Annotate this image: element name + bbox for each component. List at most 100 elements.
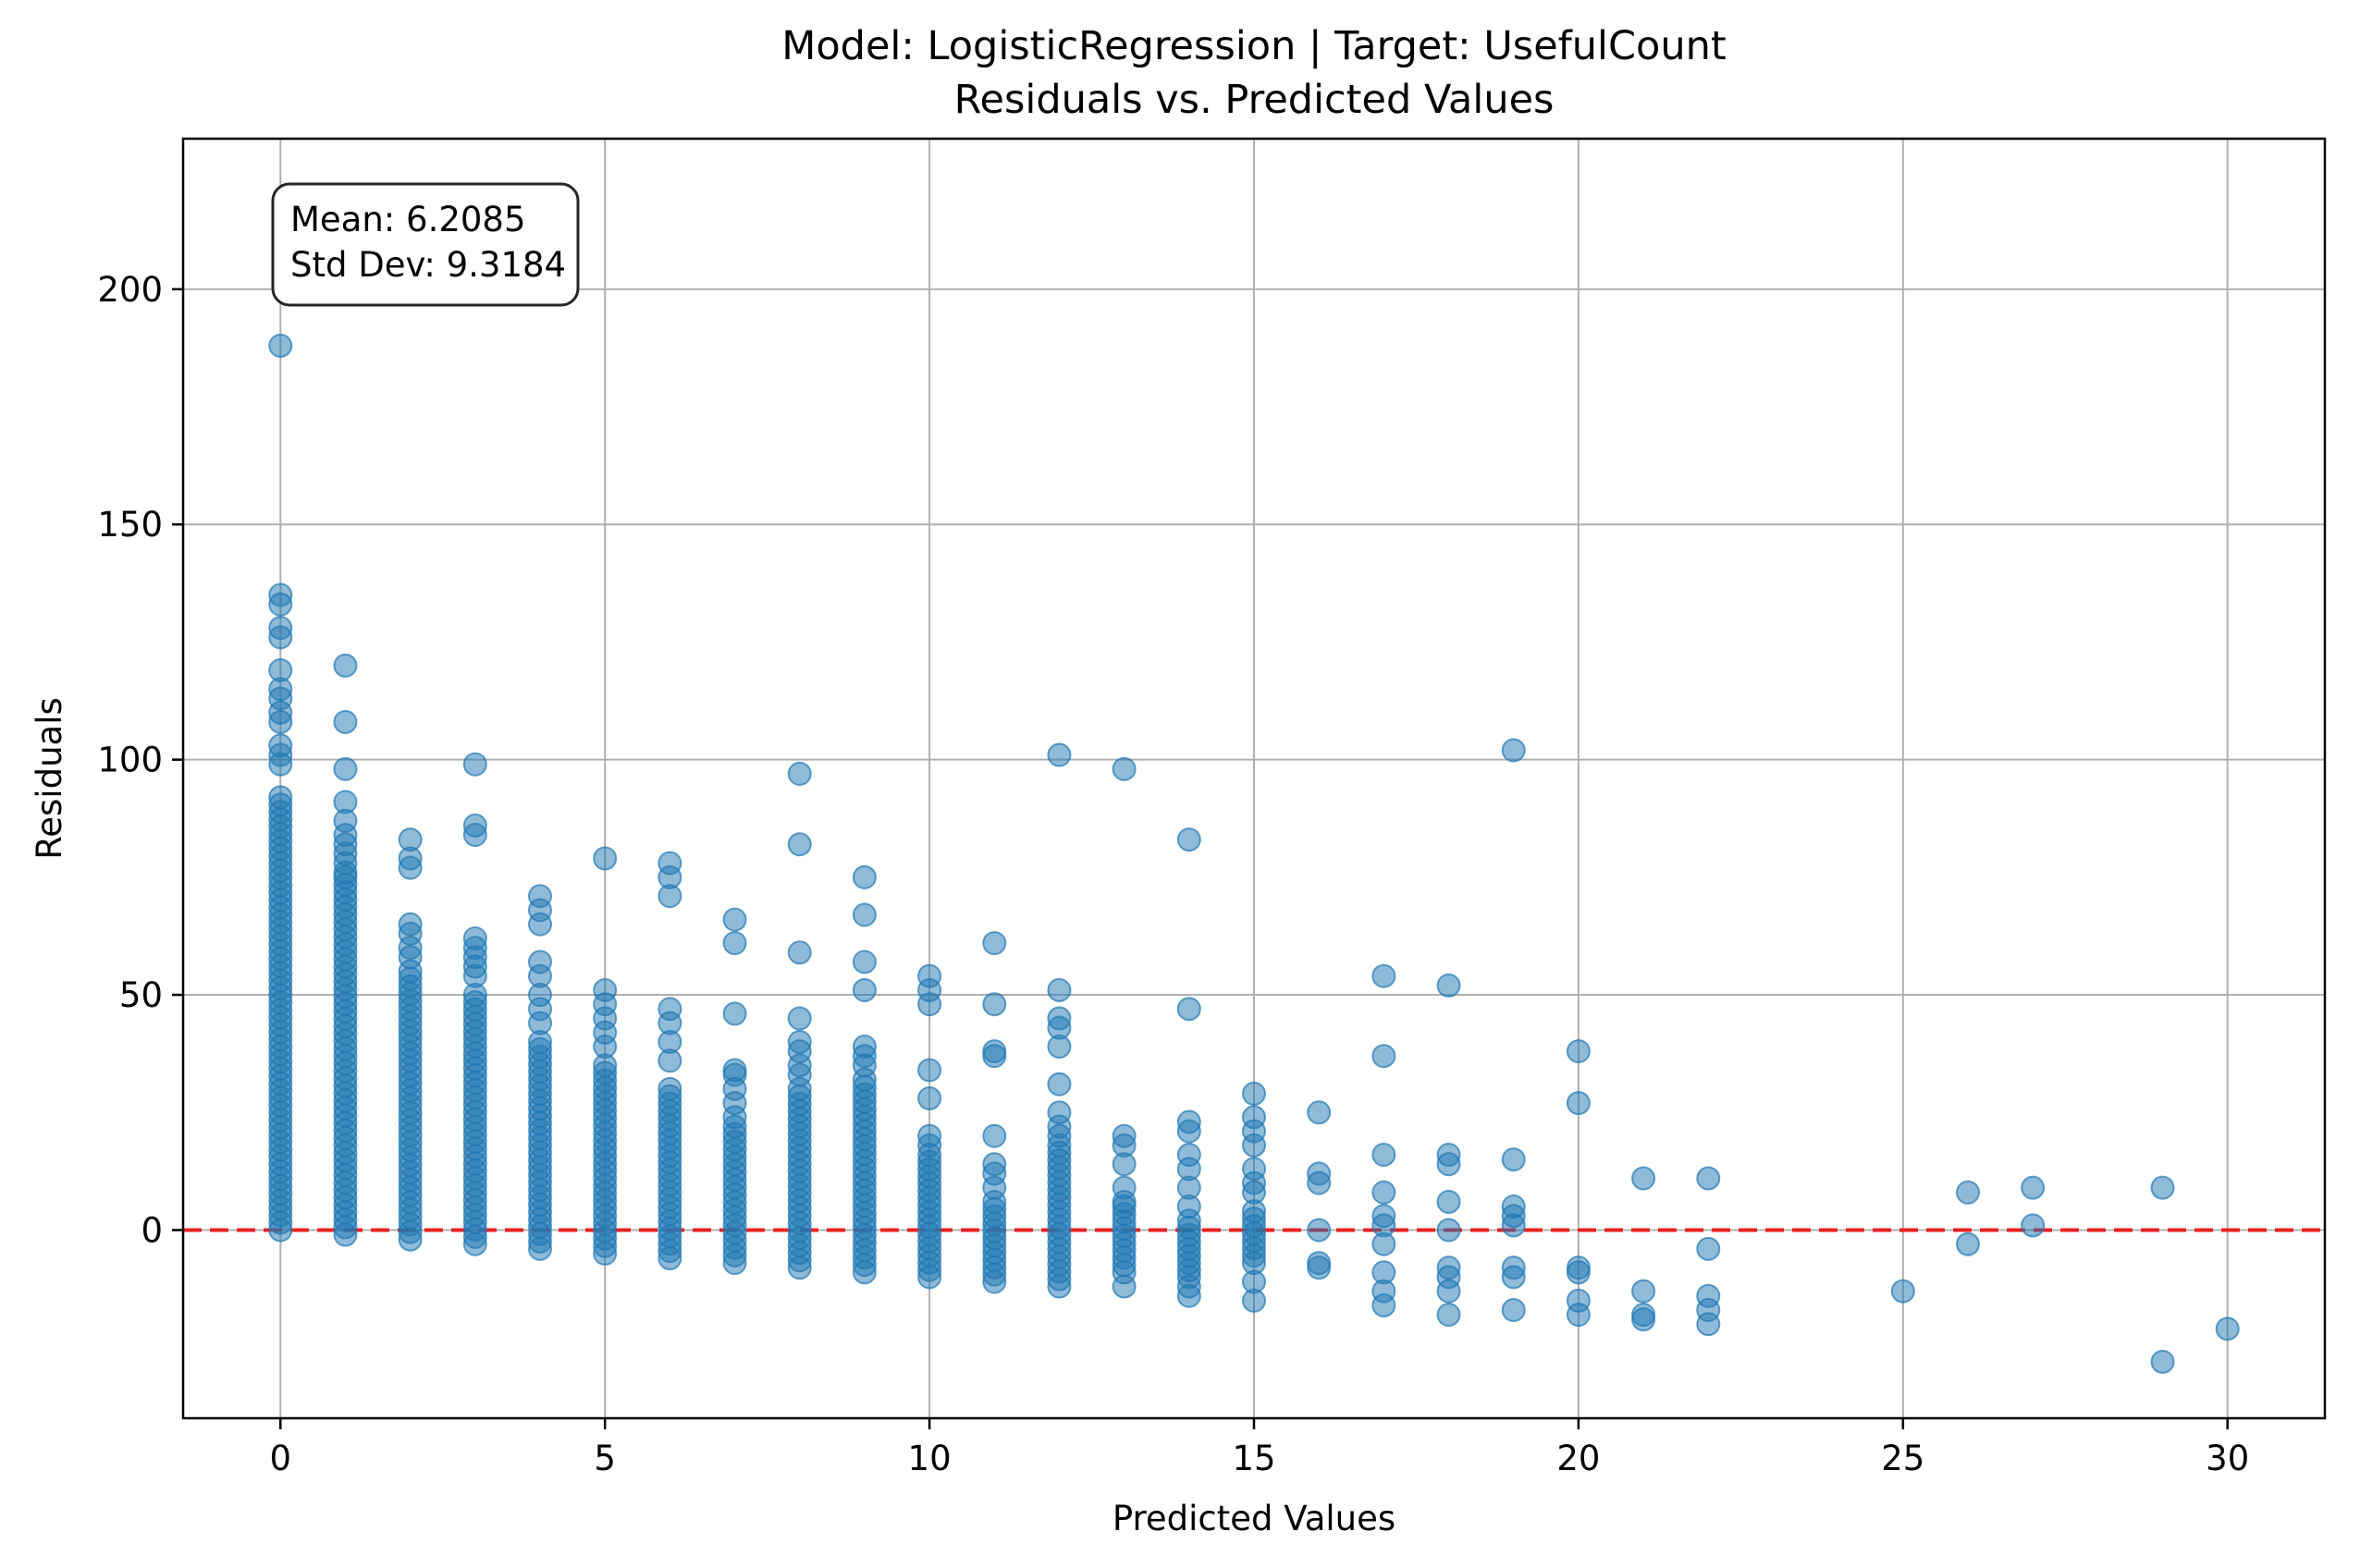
data-point [2021, 1175, 2046, 1200]
data-point [2215, 1317, 2240, 1341]
x-tick-label: 30 [2206, 1439, 2249, 1478]
data-point [268, 709, 293, 734]
data-point [1436, 973, 1461, 998]
data-point [1631, 1307, 1656, 1332]
data-point [982, 931, 1007, 956]
data-point [917, 1133, 942, 1158]
data-point [2021, 1213, 2046, 1238]
data-point [1307, 1218, 1332, 1243]
data-point [917, 1058, 942, 1083]
data-point [1242, 1288, 1266, 1313]
data-point [1566, 1260, 1591, 1285]
data-point [1307, 1100, 1332, 1125]
data-point [1371, 1180, 1396, 1205]
stats-annotation-box: Mean: 6.2085 Std Dev: 9.3184 [271, 182, 580, 307]
data-point [2150, 1175, 2175, 1200]
chart-title: Model: LogisticRegression | Target: Usef… [781, 23, 1726, 69]
data-point [1371, 1143, 1396, 1168]
data-point [1176, 1119, 1201, 1144]
data-point [1047, 742, 1072, 767]
y-tick-label: 50 [119, 975, 163, 1015]
data-point [722, 1105, 747, 1130]
data-point [1436, 1218, 1461, 1243]
x-tick-label: 25 [1881, 1439, 1924, 1478]
data-point [268, 333, 293, 358]
data-point [462, 963, 487, 988]
y-tick-label: 200 [97, 270, 163, 310]
x-tick-label: 10 [908, 1439, 952, 1478]
data-point [1631, 1279, 1656, 1304]
data-point [1501, 1213, 1526, 1238]
data-point [982, 1175, 1007, 1200]
data-point [462, 752, 487, 777]
data-point [2150, 1349, 2175, 1374]
data-point [593, 1035, 618, 1060]
data-point [1047, 1072, 1072, 1096]
data-point [1501, 1147, 1526, 1172]
data-point [1242, 1081, 1266, 1106]
data-point [268, 752, 293, 777]
data-point [1436, 1189, 1461, 1214]
data-point [1501, 738, 1526, 763]
data-point [1371, 1044, 1396, 1069]
data-points [268, 333, 2240, 1374]
x-tick-label: 5 [594, 1439, 616, 1478]
y-tick-label: 100 [97, 741, 163, 780]
data-point [1890, 1279, 1915, 1304]
data-point [787, 1062, 812, 1087]
data-point [1566, 1039, 1591, 1064]
data-point [1696, 1236, 1721, 1261]
data-point [333, 709, 358, 734]
data-point [787, 761, 812, 786]
chart-subtitle: Residuals vs. Predicted Values [954, 77, 1555, 123]
stats-box-frame [271, 182, 580, 307]
data-point [1176, 1194, 1201, 1219]
data-point [1176, 827, 1201, 852]
data-point [1112, 1189, 1137, 1214]
data-point [722, 931, 747, 956]
data-point [982, 1044, 1007, 1069]
x-tick-label: 15 [1232, 1439, 1275, 1478]
data-point [1242, 1180, 1266, 1205]
data-point [1112, 756, 1137, 781]
axis-ticks: 0 5 10 15 20 25 30 0 50 100 150 200 [97, 270, 2249, 1478]
data-point [852, 1053, 877, 1078]
data-point [528, 912, 552, 937]
data-point [1566, 1303, 1591, 1328]
data-point [1436, 1279, 1461, 1304]
data-point [1566, 1091, 1591, 1116]
x-tick-label: 0 [269, 1439, 291, 1478]
data-point [333, 756, 358, 781]
y-axis-label: Residuals [30, 697, 69, 860]
data-point [333, 860, 358, 885]
data-point [1436, 1303, 1461, 1328]
data-point [1047, 1123, 1072, 1148]
stats-std-text: Std Dev: 9.3184 [290, 245, 566, 285]
data-point [1047, 1035, 1072, 1060]
data-point [917, 1086, 942, 1110]
data-point [852, 949, 877, 974]
data-point [1696, 1166, 1721, 1191]
data-point [462, 823, 487, 848]
data-point [1112, 1274, 1137, 1299]
y-tick-label: 150 [97, 505, 163, 545]
x-tick-label: 20 [1556, 1439, 1600, 1478]
data-point [398, 855, 423, 880]
data-point [658, 1048, 682, 1073]
data-point [917, 992, 942, 1017]
data-point [982, 992, 1007, 1017]
data-point [268, 592, 293, 617]
data-point [722, 1001, 747, 1026]
data-point [658, 884, 682, 909]
data-point [528, 1011, 552, 1035]
data-point [787, 1006, 812, 1031]
data-point [787, 832, 812, 857]
data-point [1631, 1166, 1656, 1191]
data-point [1112, 1152, 1137, 1177]
data-point [1307, 1256, 1332, 1280]
data-point [268, 625, 293, 650]
data-point [1176, 1283, 1201, 1308]
data-point [333, 653, 358, 678]
data-point [1371, 963, 1396, 988]
